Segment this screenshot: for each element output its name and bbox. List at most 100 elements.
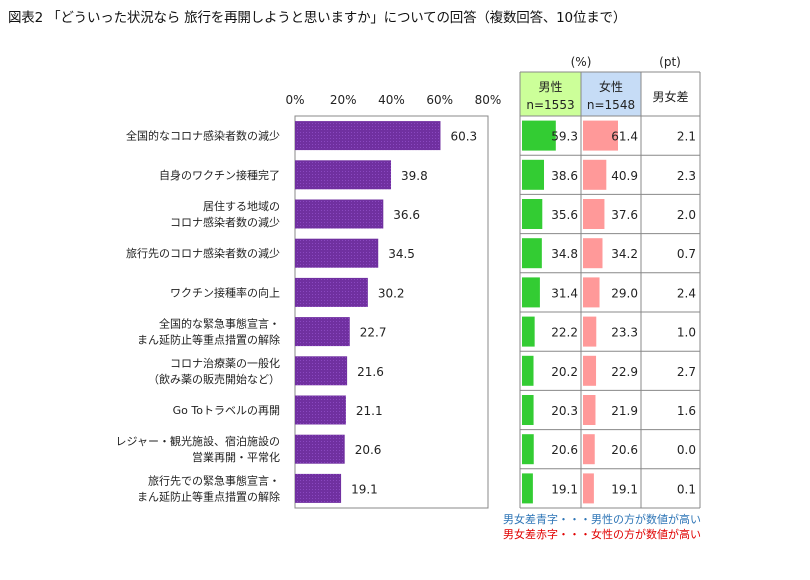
male-bar — [522, 355, 534, 386]
male-n: n=1553 — [526, 98, 574, 112]
diff-value: 0.1 — [677, 482, 696, 496]
diff-header: 男女差 — [652, 89, 688, 104]
diff-value: 2.7 — [677, 365, 696, 379]
male-bar — [522, 473, 533, 504]
female-bar — [583, 434, 595, 465]
female-value: 40.9 — [611, 169, 638, 183]
bar — [295, 317, 350, 347]
female-bar — [583, 238, 603, 269]
diff-value: 2.3 — [677, 169, 696, 183]
x-tick-label: 60% — [426, 93, 453, 107]
male-value: 35.6 — [551, 208, 578, 222]
x-tick-label: 20% — [330, 93, 357, 107]
bar — [295, 473, 342, 503]
bar-value-label: 19.1 — [351, 482, 378, 496]
category-label: （飲み薬の販売開始など） — [148, 372, 280, 386]
female-n: n=1548 — [587, 98, 635, 112]
diff-value: 2.0 — [677, 208, 696, 222]
x-tick-label: 40% — [378, 93, 405, 107]
bar — [295, 277, 368, 307]
category-label: 営業再開・平常化 — [192, 450, 280, 464]
diff-value: 2.1 — [677, 130, 696, 144]
chart-title: 図表2 「どういった状況なら 旅行を再開しようと思いますか」についての回答（複数… — [8, 10, 627, 26]
male-value: 22.2 — [551, 326, 578, 340]
bar-value-label: 21.6 — [357, 365, 384, 379]
male-bar — [522, 199, 543, 229]
bar-value-label: 34.5 — [388, 247, 415, 261]
category-label: コロナ感染者数の減少 — [170, 215, 280, 229]
gender-table: (%) (pt) 男性 n=1553 女性 n=1548 男女差 59.3 61.4 2.1 38.… — [519, 55, 701, 509]
female-value: 22.9 — [611, 365, 638, 379]
bar — [295, 199, 384, 229]
male-bar — [522, 238, 542, 269]
female-value: 21.9 — [611, 404, 638, 418]
plot-frame — [294, 115, 489, 509]
bar-value-label: 22.7 — [360, 326, 387, 340]
unit-pct-label: (%) — [571, 55, 592, 69]
female-bar — [583, 473, 594, 504]
male-header-bg — [520, 72, 581, 116]
female-value: 29.0 — [611, 286, 638, 300]
male-bar — [522, 395, 534, 425]
male-value: 20.3 — [551, 404, 578, 418]
category-label: まん延防止等重点措置の解除 — [137, 333, 280, 347]
bar — [295, 238, 379, 268]
x-tick-label: 80% — [475, 93, 502, 107]
diff-value: 1.0 — [677, 326, 696, 340]
diff-value: 1.6 — [677, 404, 696, 418]
male-value: 19.1 — [551, 482, 578, 496]
female-bar — [583, 355, 597, 386]
bar-value-label: 21.1 — [356, 404, 383, 418]
female-value: 19.1 — [611, 482, 638, 496]
male-value: 34.8 — [551, 247, 578, 261]
bar-value-label: 36.6 — [393, 208, 420, 222]
category-label: 旅行先のコロナ感染者数の減少 — [126, 246, 280, 260]
male-bar — [522, 120, 556, 151]
male-bar — [522, 434, 534, 465]
bar-value-label: 39.8 — [401, 169, 428, 183]
male-value: 38.6 — [551, 169, 578, 183]
category-label: 全国的なコロナ感染者数の減少 — [126, 129, 280, 143]
category-label: Go Toトラベルの再開 — [173, 404, 280, 417]
female-bar — [583, 395, 596, 425]
male-bar — [522, 316, 535, 347]
bar — [295, 434, 345, 464]
diff-value: 0.0 — [677, 443, 696, 457]
bar — [295, 356, 348, 386]
bar — [295, 121, 441, 151]
category-label: 旅行先での緊急事態宣言・ — [148, 473, 280, 487]
main-chart: 0% 20% 40% 60% 80% 60.3 全国的なコロナ感染者数の減少 39.8 自身のワ… — [116, 93, 502, 509]
diff-value: 0.7 — [677, 247, 696, 261]
category-label: レジャー・観光施設、宿泊施設の — [116, 434, 280, 448]
female-bar — [583, 316, 597, 347]
category-label: ワクチン接種率の向上 — [170, 285, 280, 299]
male-value: 31.4 — [551, 286, 578, 300]
category-label: 自身のワクチン接種完了 — [159, 168, 280, 182]
bar-value-label: 60.3 — [450, 130, 477, 144]
diff-value: 2.4 — [677, 286, 696, 300]
female-value: 61.4 — [611, 130, 638, 144]
male-value: 20.6 — [551, 443, 578, 457]
bar — [295, 160, 392, 190]
male-value: 59.3 — [551, 130, 578, 144]
male-value: 20.2 — [551, 365, 578, 379]
legend-note: 男女差赤字・・・女性の方が数値が高い — [503, 527, 701, 541]
female-value: 23.3 — [611, 326, 638, 340]
male-bar — [522, 159, 545, 190]
female-value: 34.2 — [611, 247, 638, 261]
female-value: 20.6 — [611, 443, 638, 457]
category-label: コロナ治療薬の一般化 — [170, 356, 280, 370]
unit-pt-label: (pt) — [659, 55, 681, 69]
female-bar — [583, 159, 607, 190]
category-label: まん延防止等重点措置の解除 — [137, 489, 280, 503]
male-header: 男性 — [538, 80, 562, 94]
category-label: 居住する地域の — [203, 199, 280, 213]
bar-value-label: 20.6 — [355, 443, 382, 457]
female-bar — [583, 277, 600, 308]
female-value: 37.6 — [611, 208, 638, 222]
category-label: 全国的な緊急事態宣言・ — [159, 317, 280, 331]
legend-note: 男女差青字・・・男性の方が数値が高い — [503, 512, 701, 526]
x-tick-label: 0% — [285, 93, 304, 107]
